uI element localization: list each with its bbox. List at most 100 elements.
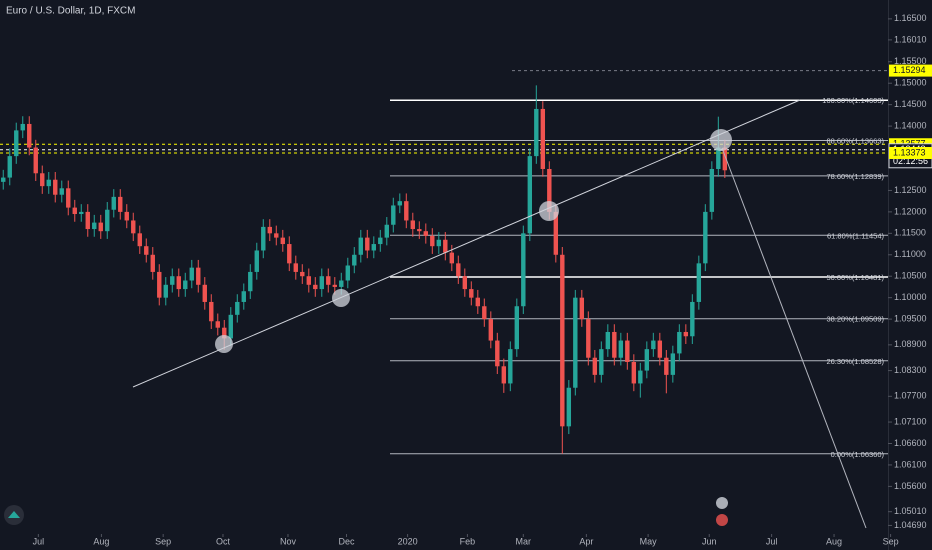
candle-body xyxy=(417,229,422,232)
candle-body xyxy=(651,340,656,350)
event-icon[interactable] xyxy=(716,497,728,509)
x-tick-label: Apr xyxy=(579,536,593,546)
candle-body xyxy=(157,271,162,298)
candle-body xyxy=(1,177,6,182)
candle-body xyxy=(358,237,363,255)
candle-body xyxy=(462,276,468,290)
x-tick-label: Jun xyxy=(702,536,717,546)
event-icon[interactable] xyxy=(716,514,728,526)
candle-body xyxy=(111,196,116,210)
candle-body xyxy=(514,306,520,350)
candle-body xyxy=(196,267,201,285)
candle-body xyxy=(696,263,702,302)
candle-body xyxy=(222,327,227,339)
candle-body xyxy=(267,226,272,234)
candle-body xyxy=(105,209,110,232)
x-tick-label: Oct xyxy=(216,536,231,546)
x-tick-label: Dec xyxy=(338,536,355,546)
candle-body xyxy=(397,201,402,206)
x-tick-label: Jul xyxy=(766,536,778,546)
candle-body xyxy=(59,188,64,195)
candle-body xyxy=(33,147,38,174)
candle-body xyxy=(644,349,650,371)
fib-label: 78.60%(1.12839) xyxy=(826,172,884,181)
y-tick-label: 1.16500 xyxy=(894,13,927,23)
candle-body xyxy=(631,362,637,384)
fib-label: 61.80%(1.11454) xyxy=(827,231,884,240)
candle-body xyxy=(235,301,240,315)
candle-body xyxy=(326,276,331,285)
y-tick-label: 1.14500 xyxy=(894,99,927,109)
candle-body xyxy=(46,179,51,187)
candle-body xyxy=(85,211,90,230)
candle-body xyxy=(475,297,481,307)
touch-marker xyxy=(710,129,732,151)
touch-marker xyxy=(332,289,350,307)
candle-body xyxy=(553,211,559,255)
candle-body xyxy=(449,252,455,264)
x-tick-label: Sep xyxy=(155,536,171,546)
y-tick-label: 1.12000 xyxy=(894,206,927,216)
y-tick-label: 1.10500 xyxy=(894,271,927,281)
y-tick-label: 1.09500 xyxy=(894,313,927,323)
candle-body xyxy=(170,276,175,285)
candle-body xyxy=(488,319,494,341)
y-tick-label: 1.08300 xyxy=(894,365,927,375)
y-tick-label: 1.12500 xyxy=(894,185,927,195)
candle-body xyxy=(79,211,84,215)
x-tick-label: May xyxy=(640,536,658,546)
price-badge-label: 1.15294 xyxy=(893,65,926,75)
touch-marker xyxy=(215,335,233,353)
candle-body xyxy=(287,244,292,264)
candle-body xyxy=(378,237,383,245)
x-tick-label: Aug xyxy=(826,536,842,546)
y-tick-label: 1.16010 xyxy=(894,34,927,44)
candle-body xyxy=(319,276,324,290)
chart-title: Euro / U.S. Dollar, 1D, FXCM xyxy=(6,6,135,17)
x-tick-label: Feb xyxy=(460,536,476,546)
fib-label: 50.00%(1.10481) xyxy=(826,273,884,282)
candle-body xyxy=(625,340,630,363)
candle-body xyxy=(7,156,12,178)
touch-marker xyxy=(539,201,559,221)
candle-body xyxy=(495,340,500,367)
candle-body xyxy=(579,297,585,320)
candle-body xyxy=(124,211,129,221)
candle-body xyxy=(404,201,409,221)
candle-body xyxy=(566,387,572,427)
candle-body xyxy=(98,222,103,232)
candle-body xyxy=(248,271,253,292)
y-tick-label: 1.08900 xyxy=(894,339,927,349)
x-tick-label: 2020 xyxy=(398,536,418,546)
candle-body xyxy=(384,224,389,238)
candle-body xyxy=(261,226,266,251)
candle-body xyxy=(391,205,396,225)
candle-body xyxy=(469,289,474,298)
candle-body xyxy=(709,168,715,212)
candle-body xyxy=(274,233,279,238)
candle-body xyxy=(410,220,415,230)
y-tick-label: 1.11000 xyxy=(894,249,926,259)
candle-body xyxy=(371,244,376,251)
x-tick-label: Sep xyxy=(883,536,899,546)
candle-body xyxy=(722,147,728,171)
candle-body xyxy=(586,319,591,358)
candle-body xyxy=(144,246,149,255)
candle-body xyxy=(618,340,624,358)
x-tick-label: Nov xyxy=(280,536,297,546)
candle-body xyxy=(150,254,155,272)
y-tick-label: 1.15000 xyxy=(894,78,927,88)
candle-body xyxy=(14,130,19,157)
candle-body xyxy=(683,331,689,337)
candle-body xyxy=(202,284,207,302)
candle-body xyxy=(293,263,298,272)
candle-body xyxy=(423,231,428,236)
candle-body xyxy=(430,235,435,247)
candle-body xyxy=(657,340,663,358)
fib-label: 100.00%(1.14603) xyxy=(822,96,884,105)
trend-line xyxy=(132,99,801,388)
price-badge xyxy=(889,64,932,77)
candle-body xyxy=(482,306,487,320)
